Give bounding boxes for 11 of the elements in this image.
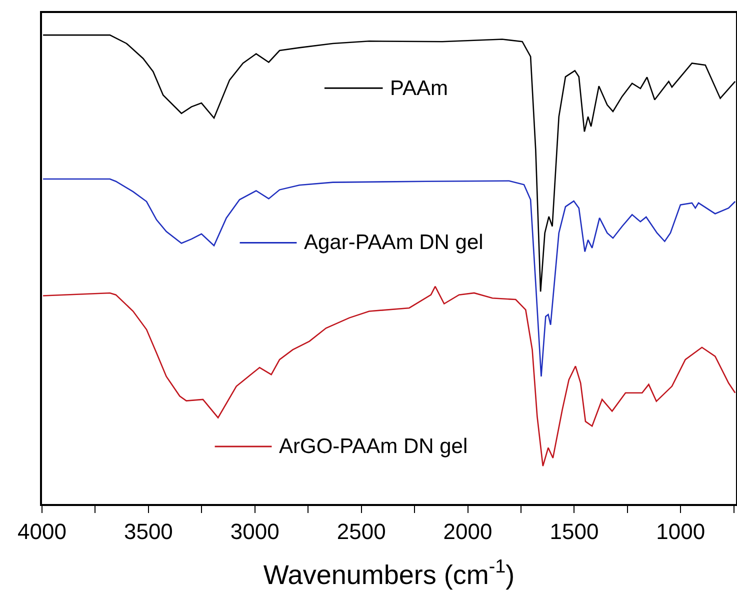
legend-label: ArGO-PAAm DN gel: [279, 435, 468, 458]
x-axis-title: Wavenumbers (cm$^{-1}$): [263, 556, 515, 590]
x-tick-label: 1000: [656, 519, 706, 544]
x-tick-label: 4000: [18, 519, 66, 544]
x-tick-label: 2000: [443, 519, 492, 544]
x-tick-label: 1500: [550, 519, 599, 544]
x-tick-label: 2500: [336, 519, 386, 544]
x-tick-label: 3500: [124, 519, 173, 544]
x-tick-label: 3000: [230, 519, 280, 544]
legend-label: Agar-PAAm DN gel: [304, 231, 484, 254]
legend-label: PAAm: [390, 77, 448, 100]
